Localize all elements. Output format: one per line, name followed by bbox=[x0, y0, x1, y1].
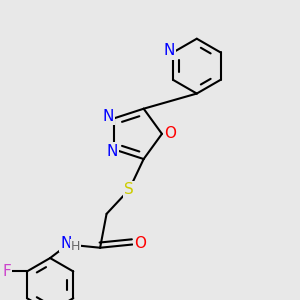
Text: N: N bbox=[107, 143, 118, 158]
Text: N: N bbox=[61, 236, 72, 251]
Text: N: N bbox=[164, 43, 175, 58]
Text: S: S bbox=[124, 182, 134, 197]
Text: N: N bbox=[103, 109, 114, 124]
Text: F: F bbox=[2, 264, 11, 279]
Text: H: H bbox=[70, 240, 80, 253]
Text: O: O bbox=[134, 236, 146, 251]
Text: O: O bbox=[164, 126, 176, 141]
